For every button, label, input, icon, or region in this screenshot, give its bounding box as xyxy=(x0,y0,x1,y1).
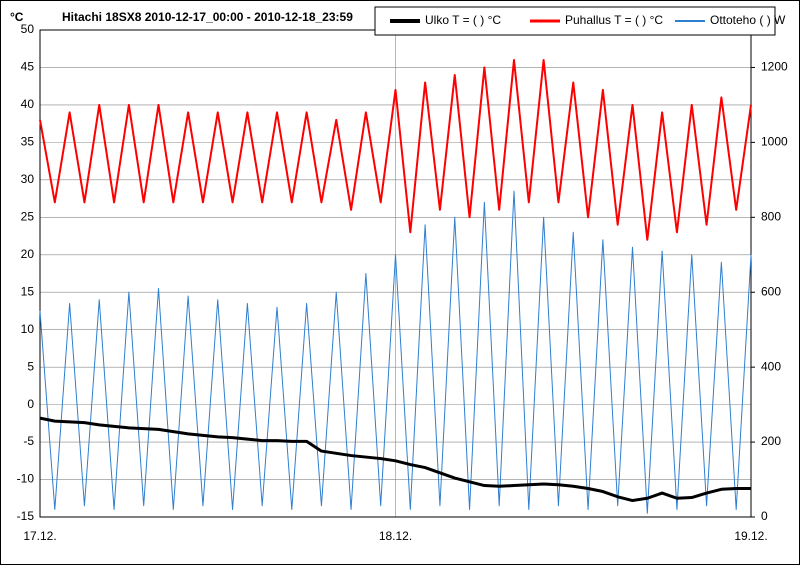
x-tick-label: 17.12. xyxy=(23,529,56,543)
y-tick-label: 10 xyxy=(21,322,35,336)
y-tick-label: -10 xyxy=(17,472,35,486)
y2-tick-label: 400 xyxy=(761,359,781,373)
y2-tick-label: 1000 xyxy=(761,135,788,149)
y-tick-label: 25 xyxy=(21,209,35,223)
series-line xyxy=(39,58,752,241)
y-tick-label: -15 xyxy=(17,509,35,523)
series-line xyxy=(39,416,751,503)
x-tick-label: 19.12. xyxy=(734,529,767,543)
legend-label: Ottoteho ( ) W xyxy=(710,13,786,27)
y-tick-label: 50 xyxy=(21,22,35,36)
x-tick-label: 18.12. xyxy=(379,529,412,543)
y2-tick-label: 800 xyxy=(761,209,781,223)
y-axis-label: °C xyxy=(10,10,24,24)
y-tick-label: 45 xyxy=(21,60,35,74)
legend-label: Puhallus T = ( ) °C xyxy=(565,13,663,27)
legend-box xyxy=(374,6,776,36)
legend-label: Ulko T = ( ) °C xyxy=(425,13,501,27)
y2-tick-label: 0 xyxy=(761,509,768,523)
y2-tick-label: 200 xyxy=(761,434,781,448)
y-tick-label: 35 xyxy=(21,135,35,149)
y-tick-label: 20 xyxy=(21,247,35,261)
y-tick-label: 15 xyxy=(21,284,35,298)
y2-tick-label: 1200 xyxy=(761,60,788,74)
y-tick-label: 40 xyxy=(21,97,35,111)
y2-tick-label: 600 xyxy=(761,284,781,298)
y-tick-label: 30 xyxy=(21,172,35,186)
chart-title: Hitachi 18SX8 2010-12-17_00:00 - 2010-12… xyxy=(62,10,353,24)
y-tick-label: 0 xyxy=(27,397,34,411)
series-line xyxy=(39,190,752,514)
y-tick-label: 5 xyxy=(27,359,34,373)
y-tick-label: -5 xyxy=(23,434,34,448)
